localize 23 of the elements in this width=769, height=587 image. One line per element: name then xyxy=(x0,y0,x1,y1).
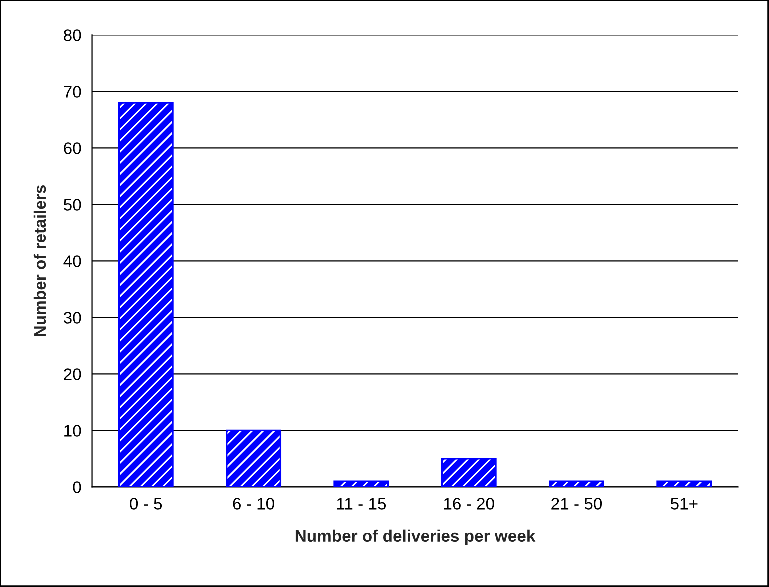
y-tick-label: 10 xyxy=(64,425,82,437)
x-tick-label: 51+ xyxy=(670,498,698,510)
x-tick-label: 21 - 50 xyxy=(552,498,602,510)
x-tick-label: 11 - 15 xyxy=(337,498,386,510)
bar xyxy=(441,458,497,488)
bar xyxy=(549,480,604,488)
y-tick-label: 70 xyxy=(64,86,82,98)
y-tick-label: 60 xyxy=(64,142,82,154)
y-tick-label: 50 xyxy=(64,199,82,211)
y-tick-label: 20 xyxy=(64,368,82,380)
y-axis-title: Number of retailers xyxy=(34,185,46,337)
bar xyxy=(656,480,712,488)
y-tick-label: 40 xyxy=(64,256,82,268)
y-tick-label: 80 xyxy=(64,30,82,42)
x-tick-label: 0 - 5 xyxy=(130,498,162,510)
x-tick-label: 6 - 10 xyxy=(233,498,274,510)
bar xyxy=(226,430,282,488)
y-tick-label: 30 xyxy=(64,312,82,324)
x-tick-label: 16 - 20 xyxy=(444,498,494,510)
x-axis-title: Number of deliveries per week xyxy=(296,530,536,546)
bar xyxy=(118,102,174,488)
bar xyxy=(334,480,390,488)
y-tick-label: 0 xyxy=(73,482,82,494)
